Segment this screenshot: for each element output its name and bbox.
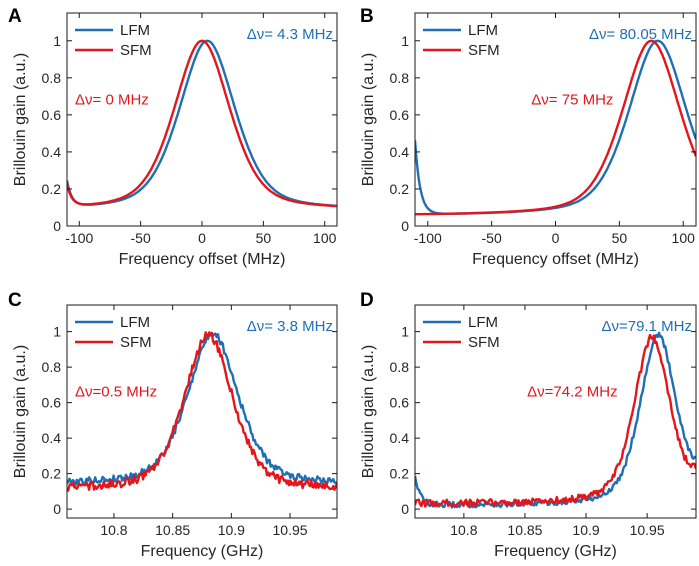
legend-label-lfm: LFM [120,314,150,331]
series-lfm-line [67,39,337,207]
legend-label-lfm: LFM [468,314,498,331]
y-tick-label: 1 [401,324,409,340]
series-sfm-line [415,39,696,216]
x-tick-label: -50 [131,230,151,246]
y-tick-label: 0 [53,218,61,234]
x-axis-label: Frequency offset (MHz) [472,251,639,268]
annotation-lfm: Δν= 4.3 MHz [247,26,333,43]
panel-label: A [8,6,22,27]
axes-box [414,12,697,227]
y-tick-label: 0 [401,218,409,234]
panel-A: A 0 0.2 0.4 0.6 0.8 1 -100 -50 0 50 100 Frequency of… [8,6,338,268]
y-tick-label: 0.4 [42,430,62,446]
x-tick-label: 10.85 [507,522,542,538]
y-axis-label: Brillouin gain (a.u.) [12,345,29,478]
x-tick-label: 0 [552,230,560,246]
series-sfm-line [67,39,337,208]
y-tick-label: 0.2 [390,181,410,197]
panel-label: B [360,6,374,27]
legend-label-lfm: LFM [468,22,498,39]
x-tick-label: 10.9 [572,522,599,538]
y-tick-label: 0.4 [390,430,410,446]
y-tick-label: 0 [53,501,61,517]
x-tick-label: 10.8 [100,522,127,538]
y-tick-label: 0.8 [42,359,62,375]
y-axis-label: Brillouin gain (a.u.) [12,53,29,186]
series-sfm-line [415,333,696,508]
legend-label-lfm: LFM [120,22,150,39]
y-axis-label: Brillouin gain (a.u.) [360,345,377,478]
panel-label: D [360,290,374,311]
series-lfm-line [67,331,337,486]
panel-label: C [8,290,22,311]
panel-C: C 0 0.2 0.4 0.6 0.8 1 10.8 10.85 10.9 10.95 Frequen… [8,290,338,560]
axes-box [414,304,697,519]
annotation-sfm: Δν= 0 MHz [75,92,149,109]
annotation-sfm: Δν=74.2 MHz [527,384,617,401]
y-tick-label: 0.2 [42,466,62,482]
annotation-sfm: Δν= 75 MHz [531,92,613,109]
y-tick-label: 0.8 [42,70,62,86]
x-axis-label: Frequency (GHz) [141,543,264,560]
y-axis-label: Brillouin gain (a.u.) [360,53,377,186]
x-tick-label: 100 [313,230,337,246]
series-lfm-line [415,39,696,215]
y-tick-label: 1 [53,33,61,49]
x-tick-label: 0 [198,230,206,246]
annotation-sfm: Δν=0.5 MHz [75,384,157,401]
y-tick-label: 0.4 [42,144,62,160]
x-axis-label: Frequency (GHz) [494,543,617,560]
x-tick-label: 10.85 [155,522,190,538]
legend-label-sfm: SFM [468,42,500,59]
x-tick-label: 100 [672,230,696,246]
x-tick-label: 50 [612,230,628,246]
panel-D: D 0 0.2 0.4 0.6 0.8 1 10.8 10.85 10.9 10.95 Frequen… [360,290,697,560]
y-tick-label: 0.2 [42,181,62,197]
y-tick-label: 0.8 [390,70,410,86]
annotation-lfm: Δν= 3.8 MHz [247,318,333,335]
y-tick-label: 0.6 [390,395,410,411]
x-tick-label: -100 [414,230,442,246]
legend-label-sfm: SFM [120,42,152,59]
y-tick-label: 0.6 [390,107,410,123]
y-tick-label: 0.2 [390,466,410,482]
x-tick-label: 10.9 [218,522,245,538]
x-tick-label: 50 [256,230,272,246]
y-tick-label: 0.6 [42,395,62,411]
x-tick-label: 10.8 [450,522,477,538]
series-sfm-line [67,331,337,492]
y-tick-label: 0 [401,501,409,517]
legend-label-sfm: SFM [468,334,500,351]
annotation-lfm: Δν= 80.05 MHz [589,26,692,43]
axes-box [66,304,338,519]
series-lfm-line [415,331,696,509]
panel-B: B 0 0.2 0.4 0.6 0.8 1 -100 -50 0 50 100 Frequency of… [360,6,697,268]
y-tick-label: 1 [53,324,61,340]
x-tick-label: -100 [65,230,93,246]
x-tick-label: 10.95 [630,522,665,538]
annotation-lfm: Δν=79.1 MHz [602,318,692,335]
y-tick-label: 0.4 [390,144,410,160]
y-tick-label: 1 [401,33,409,49]
x-axis-label: Frequency offset (MHz) [119,251,286,268]
x-tick-label: 10.95 [273,522,308,538]
legend-label-sfm: SFM [120,334,152,351]
x-tick-label: -50 [482,230,502,246]
y-tick-label: 0.8 [390,359,410,375]
y-tick-label: 0.6 [42,107,62,123]
